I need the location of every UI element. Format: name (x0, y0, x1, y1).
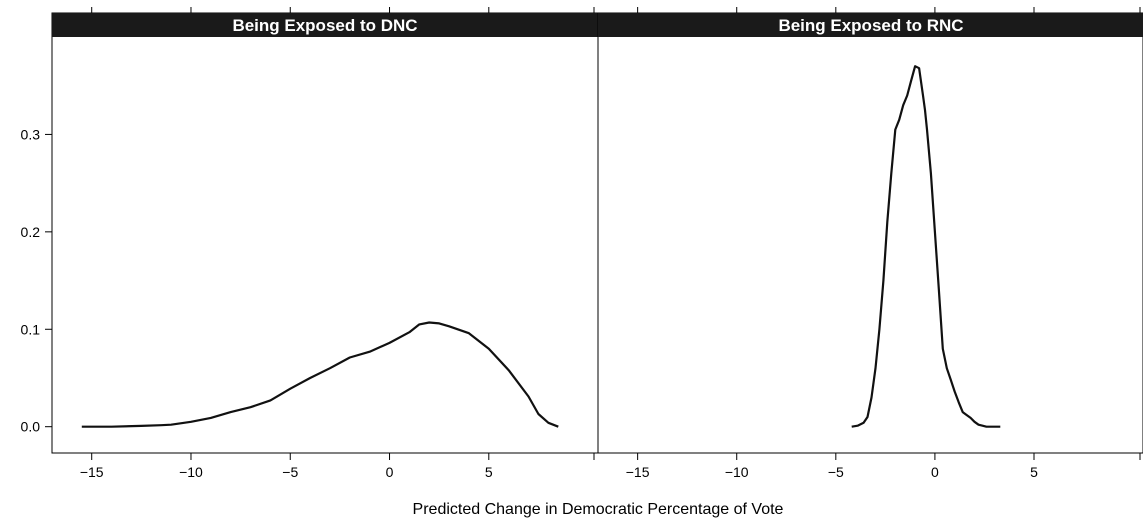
y-tick-label: 0.3 (21, 126, 41, 142)
panel-frame-rnc (597, 12, 1143, 454)
panel-frame-dnc (51, 12, 599, 454)
x-tick-label: −5 (282, 464, 298, 480)
x-tick-label: −15 (626, 464, 650, 480)
density-line (81, 321, 559, 428)
marks-dnc: −15 −10 −5 0 5 (80, 7, 595, 480)
x-tick-label: 0 (386, 464, 394, 480)
x-tick-label: −15 (80, 464, 104, 480)
y-tick-label: 0.2 (21, 224, 41, 240)
x-tick-label: −5 (828, 464, 844, 480)
x-tick-label: −10 (725, 464, 749, 480)
y-tick-label: 0.0 (21, 419, 41, 435)
x-tick-label: 0 (931, 464, 939, 480)
x-axis-label: Predicted Change in Democratic Percentag… (413, 501, 784, 518)
panel-title-rnc: Being Exposed to RNC (778, 16, 963, 35)
panel-rnc: Being Exposed to RNC −15 −10 −5 0 5 (597, 7, 1143, 480)
y-axis: 0.0 0.1 0.2 0.3 (21, 126, 52, 435)
y-tick-label: 0.1 (21, 321, 41, 337)
strip-background-dnc (52, 13, 598, 37)
x-tick-label: 5 (485, 464, 493, 480)
density-line (851, 65, 1001, 428)
marks-rnc: −15 −10 −5 0 5 (626, 7, 1141, 480)
panel-dnc: Being Exposed to DNC −15 −10 −5 0 5 (51, 7, 599, 480)
panel-title-dnc: Being Exposed to DNC (232, 16, 417, 35)
x-tick-label: 5 (1030, 464, 1038, 480)
strip-background-rnc (598, 13, 1143, 37)
x-tick-label: −10 (179, 464, 203, 480)
